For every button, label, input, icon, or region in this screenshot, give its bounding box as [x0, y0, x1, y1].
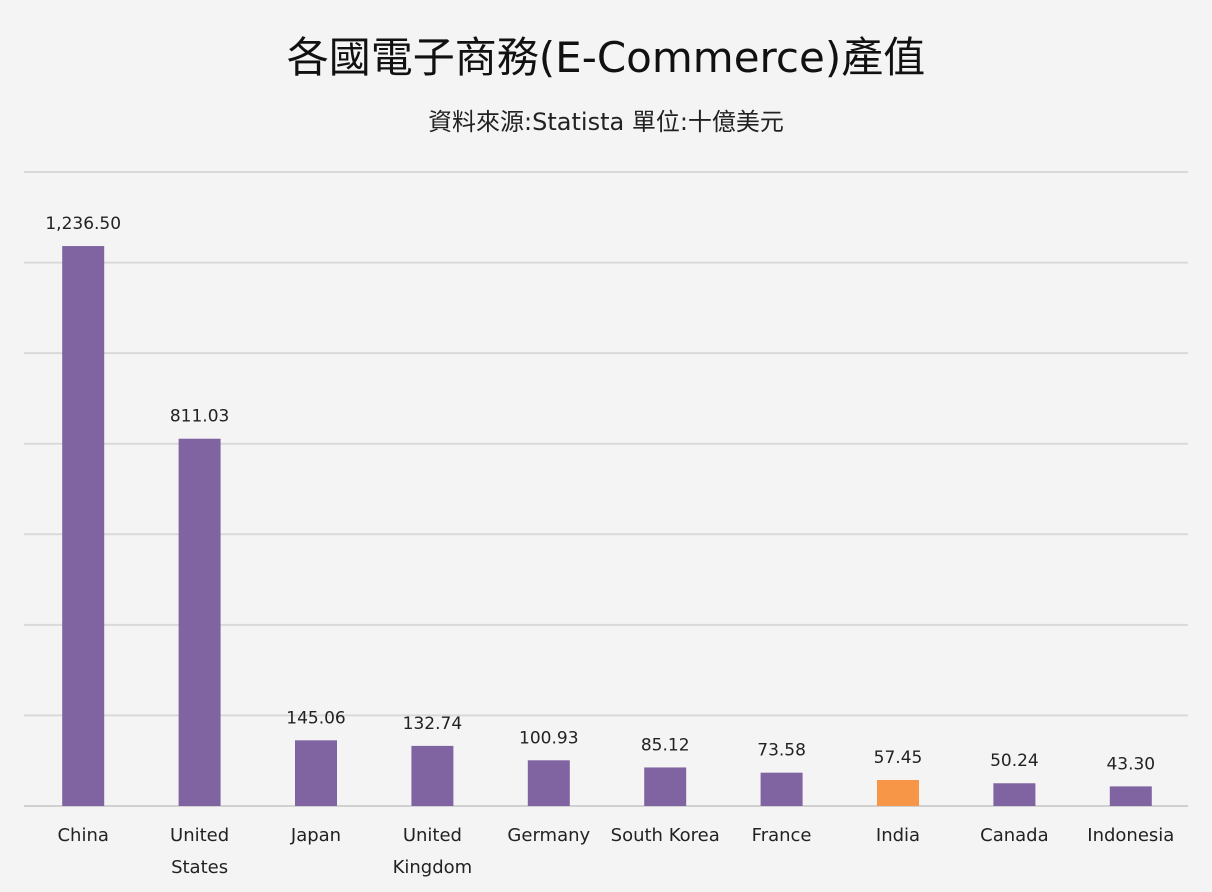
x-tick-label-line: Canada [980, 825, 1049, 846]
bar-india [877, 779, 919, 806]
x-tick-label: United Kingdom [393, 825, 473, 878]
x-tick-label-line: Indonesia [1087, 825, 1174, 846]
data-label: 50.24 [990, 751, 1039, 771]
data-label: 145.06 [286, 708, 345, 728]
x-tick-label: South Korea [611, 825, 720, 846]
x-tick-label: India [876, 825, 920, 846]
data-label: 132.74 [403, 714, 462, 734]
data-label: 85.12 [641, 735, 690, 755]
bar-canada [993, 783, 1036, 806]
data-label: 57.45 [874, 748, 923, 768]
x-tick-label-line: France [752, 825, 812, 846]
x-tick-label-line: Kingdom [393, 857, 473, 878]
data-label: 73.58 [757, 741, 806, 761]
data-label: 811.03 [170, 407, 229, 427]
x-tick-label: France [752, 825, 812, 846]
bar-indonesia [1109, 786, 1152, 806]
x-tick-label: Canada [980, 825, 1049, 846]
x-tick-label-line: Germany [507, 825, 590, 846]
x-tick-label-line: India [876, 825, 920, 846]
data-label: 1,236.50 [45, 214, 121, 234]
x-tick-label-line: States [171, 857, 228, 878]
bar-united-states [178, 438, 221, 806]
x-tick-label-line: South Korea [611, 825, 720, 846]
x-tick-label-line: United [170, 825, 229, 846]
x-tick-label-line: China [57, 825, 108, 846]
x-tick-label: China [57, 825, 108, 846]
bar-japan [295, 740, 337, 806]
chart-title: 各國電子商務(E-Commerce)產值 [286, 33, 926, 82]
bar-germany [527, 760, 570, 806]
bar-china [62, 246, 105, 807]
data-label: 100.93 [519, 728, 578, 748]
x-tick-label: United States [170, 825, 229, 878]
x-tick-label: Indonesia [1087, 825, 1174, 846]
bar-south-korea [644, 767, 687, 806]
x-tick-label: Germany [507, 825, 590, 846]
data-label: 43.30 [1106, 754, 1155, 774]
x-tick-label-line: Japan [290, 825, 341, 846]
bar-united-kingdom [411, 745, 454, 806]
chart-subtitle: 資料來源:Statista 單位:十億美元 [428, 108, 784, 136]
x-tick-label: Japan [290, 825, 341, 846]
bar-france [760, 772, 803, 806]
x-tick-label-line: United [403, 825, 462, 846]
